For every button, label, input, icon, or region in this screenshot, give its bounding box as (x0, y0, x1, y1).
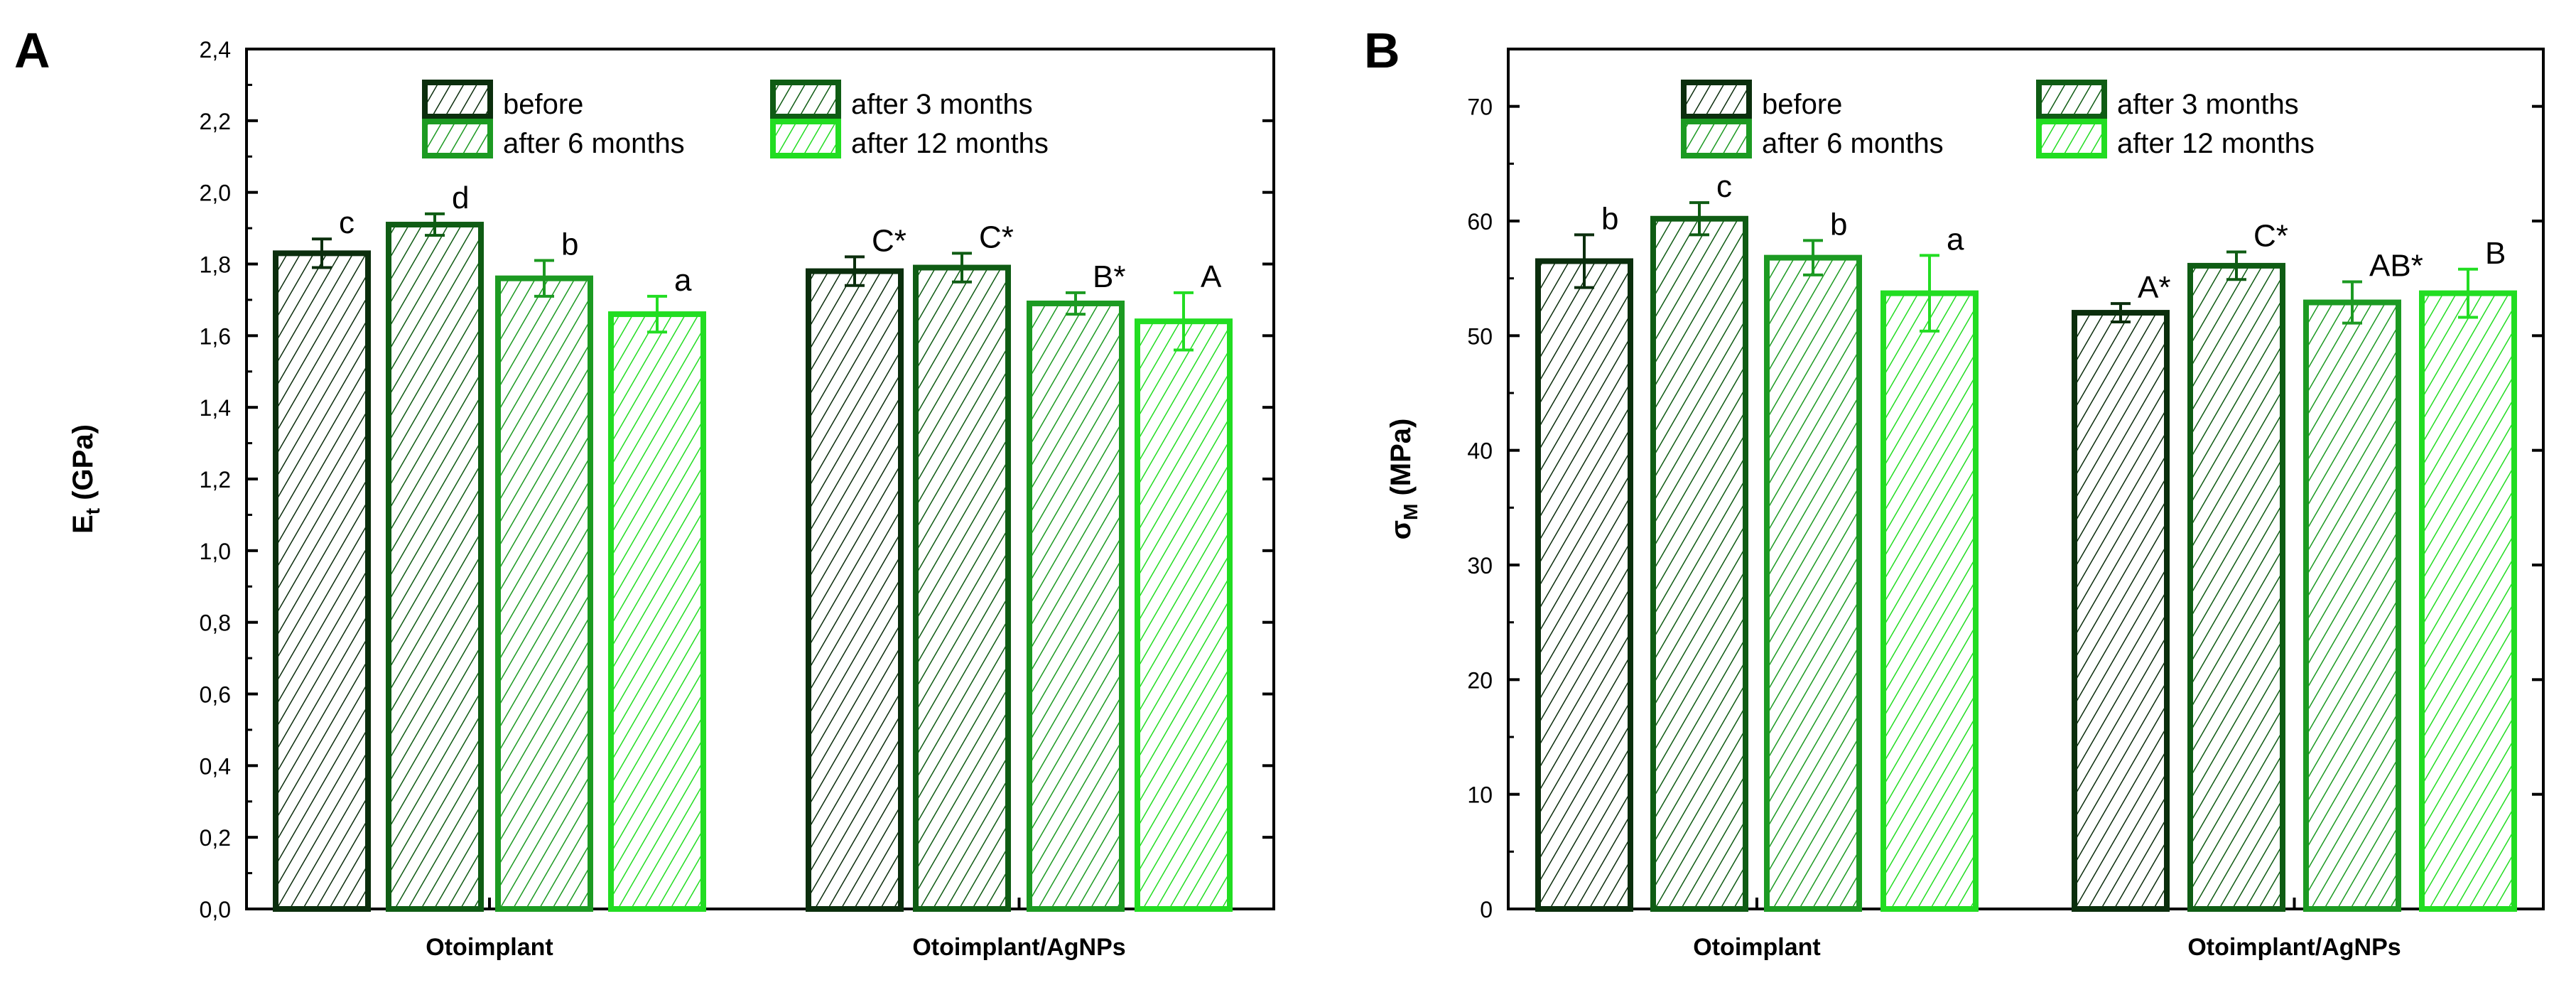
panel-label: B (1364, 23, 1400, 78)
y-tick-label: 2,2 (200, 109, 231, 134)
significance-label: B* (1093, 259, 1125, 294)
y-tick-label: 0,6 (200, 682, 231, 708)
y-tick-label: 0 (1480, 897, 1493, 922)
bar (608, 311, 706, 913)
legend-swatch (1681, 119, 1752, 158)
y-tick-label: 40 (1467, 438, 1493, 464)
panel-b: B 0 10 20 30 40 50 60 70 σM (MPa) Otoimplant Otoimp… (1364, 23, 2545, 961)
x-tick-label: Otoimplant/AgNPs (2187, 934, 2401, 961)
y-axis-label: σM (MPa) (1385, 419, 1422, 540)
legend-label: after 6 months (1762, 128, 1944, 159)
legend-swatch (2036, 119, 2107, 158)
y-tick-label: 1,4 (200, 395, 231, 421)
significance-label: a (674, 263, 692, 298)
y-tick-label: 50 (1467, 323, 1493, 349)
y-tick-label: 30 (1467, 553, 1493, 578)
y-tick-label: 0,8 (200, 610, 231, 636)
y-tick-label: 0,4 (200, 753, 231, 779)
bar (2303, 299, 2401, 912)
legend-label: after 12 months (2117, 128, 2315, 159)
significance-label: b (1601, 201, 1618, 236)
y-label-main: E (67, 515, 99, 534)
y-tick-label: 1,6 (200, 323, 231, 349)
y-tick-label: 0,0 (200, 897, 231, 922)
legend-swatch (2036, 80, 2107, 119)
bar (2072, 310, 2170, 913)
y-tick-label: 20 (1467, 667, 1493, 693)
legend-label: after 12 months (851, 128, 1049, 159)
legend-swatch (1681, 80, 1752, 119)
y-tick-label: 2,0 (200, 181, 231, 206)
y-tick-label: 1,0 (200, 539, 231, 564)
legend-swatch (770, 119, 841, 158)
bar (1535, 258, 1633, 912)
bar (1650, 215, 1748, 913)
plot-frame (1507, 48, 2545, 910)
y-label-sub: M (1400, 504, 1422, 520)
legend-label: after 3 months (851, 89, 1033, 120)
bar (913, 264, 1011, 912)
legend-label: after 6 months (503, 128, 685, 159)
y-tick-label: 0,2 (200, 825, 231, 851)
legend-swatch (770, 80, 841, 119)
bar (1027, 300, 1125, 913)
legend-label: before (503, 89, 583, 120)
significance-label: C* (2253, 219, 2288, 254)
bar (1764, 254, 1862, 913)
significance-label: C* (872, 223, 907, 258)
y-axis-label: Et (GPa) (67, 424, 104, 534)
bar (2419, 290, 2517, 912)
y-tick-label: 70 (1467, 95, 1493, 120)
significance-label: B (2485, 236, 2506, 271)
y-label-unit: (GPa) (67, 424, 99, 508)
significance-label: b (561, 227, 578, 262)
bar (386, 222, 484, 912)
panel-label: A (14, 23, 50, 78)
x-tick-label: Otoimplant (426, 934, 553, 961)
y-label-unit: (MPa) (1385, 419, 1417, 504)
bar (806, 268, 904, 913)
significance-label: a (1947, 222, 1964, 257)
significance-label: A* (2138, 270, 2170, 305)
significance-label: c (339, 205, 355, 240)
bar (1135, 318, 1233, 912)
y-label-main: σ (1385, 520, 1417, 539)
y-tick-label: 2,4 (200, 37, 231, 63)
significance-label: b (1830, 207, 1847, 242)
y-tick-label: 10 (1467, 782, 1493, 808)
significance-label: c (1716, 169, 1732, 204)
bar (495, 275, 593, 912)
significance-label: C* (979, 220, 1014, 254)
bar (1880, 290, 1979, 912)
legend-label: before (1762, 89, 1842, 120)
significance-label: d (452, 181, 469, 215)
legend-swatch (422, 119, 493, 158)
x-tick-label: Otoimplant (1693, 934, 1820, 961)
y-tick-label: 60 (1467, 209, 1493, 235)
significance-label: A (1201, 259, 1222, 294)
x-tick-label: Otoimplant/AgNPs (912, 934, 1125, 961)
legend-label: after 3 months (2117, 89, 2299, 120)
legend-swatch (422, 80, 493, 119)
panel-a: A 0,0 0,2 0,4 0,6 0,8 1,0 1,2 1,4 1,6 1,8 2,0 2,2 2,4… (14, 23, 1275, 961)
bar (273, 250, 371, 912)
y-tick-label: 1,8 (200, 252, 231, 278)
y-tick-label: 1,2 (200, 467, 231, 492)
significance-label: AB* (2369, 249, 2423, 284)
y-label-sub: t (82, 508, 104, 515)
bar (2187, 262, 2285, 913)
